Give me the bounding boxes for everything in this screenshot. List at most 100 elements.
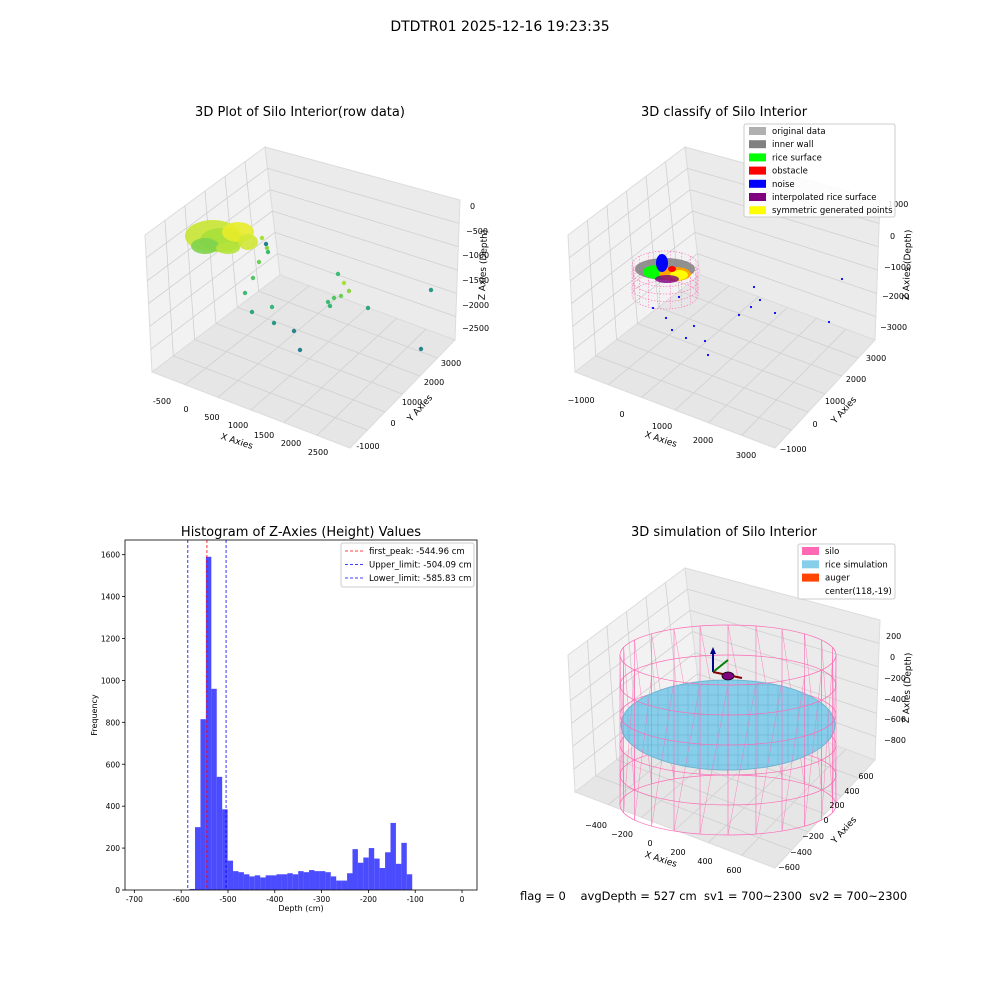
legend-label: inner wall [772,140,813,150]
histogram-bar [314,871,320,890]
x-tick-label: -400 [266,895,283,904]
noise-point [706,353,710,357]
grid-line [694,231,877,294]
arrow-head-z [710,647,716,654]
histogram-bar [200,719,206,890]
y-tick: 3000 [441,359,461,368]
grid-line [267,167,460,224]
silo-cylinder-classified [631,250,699,310]
y-tick-label: 1200 [101,635,120,644]
z-tick: −600 [884,715,906,724]
x-tick: 3000 [736,451,756,460]
axis-ticks-z: 1000 0 −1000 −2000 −3000 [880,200,911,332]
y-tick-label: 200 [106,844,121,853]
legend-swatch [749,179,766,188]
panel-raw-title: 3D Plot of Silo Interior(row data) [195,105,405,120]
data-point [291,328,297,334]
noise-point [737,313,741,317]
grid-lines [568,161,880,436]
x-tick: 500 [204,413,219,422]
data-point [259,235,265,241]
x-tick: −400 [585,821,607,830]
point-cluster [191,238,219,254]
histogram-bar [363,857,369,890]
grid-line [687,588,880,644]
y-tick: −200 [802,832,824,841]
histogram-bar [303,872,310,890]
silo-brace [651,680,675,827]
data-point [269,304,275,310]
noise-point [703,339,707,343]
silo-brace [699,684,729,835]
noise-point [752,285,756,289]
data-point [325,299,331,305]
plot-frame [124,539,478,891]
legend-swatch [802,560,819,569]
noise-point [758,298,762,302]
panel-histogram: Histogram of Z-Axies (Height) Values -70… [90,525,478,913]
x-tick-label: -100 [407,895,424,904]
legend-simulation: silo rice simulation auger center(118,-19) [797,543,896,600]
z-tick: −2500 [462,324,489,333]
y-tick-label: 0 [115,886,120,895]
grid-line [697,253,876,318]
x-tick: 400 [697,857,712,866]
axis-ticks-x: -500 0 500 1000 1500 2000 2500 [153,397,328,457]
grid-line [269,189,459,248]
x-tick: 2000 [693,436,713,445]
interpolated-rice [655,275,679,283]
y-tick: 2000 [846,375,866,384]
y-ticks: 0 200 400 600 800 1000 1200 1400 1600 [101,551,125,895]
x-tick: 0 [183,405,188,414]
legend-frame [743,123,896,218]
y-tick: 3000 [866,354,886,363]
histogram-bar [401,842,407,890]
axis-ticks-y: −1000 0 1000 2000 3000 [779,354,886,454]
x-tick: 600 [726,866,741,875]
noise-point [749,305,753,309]
x-axis-label: X Axies [643,430,678,450]
y-axis-label: Frequency [90,694,99,736]
x-tick: 1000 [228,421,248,430]
legend-label: silo [825,547,839,557]
silo-brace [727,683,757,836]
histogram-bar [406,874,413,890]
x-tick: 200 [670,848,685,857]
legend-swatch [749,166,766,175]
histogram-bar [325,872,331,890]
silo-brace [619,654,624,798]
grid-line [258,290,438,359]
histogram-bar [254,875,261,890]
legend-label: first_peak: -544.96 cm [369,547,465,557]
data-point [271,320,277,326]
x-tick: -500 [153,397,171,406]
auger-marker [721,671,735,681]
x-tick-label: -500 [219,895,236,904]
x-tick: 2500 [308,448,328,457]
histogram-bar [195,827,201,890]
histogram-bar [379,867,386,890]
z-tick: −400 [884,695,906,704]
y-tick-label: 800 [106,718,121,727]
histogram-bar [227,860,234,890]
histogram-bar [298,871,304,890]
y-tick-label: 600 [106,760,121,769]
histogram-bar [287,873,293,890]
legend-label: center(118,-19) [825,587,892,597]
x-axis-label: X Axies [219,432,254,452]
data-point [249,309,255,315]
histogram-bar [341,880,348,890]
y-tick-label: 1600 [101,551,120,560]
histogram-bar [319,871,326,890]
silo-brace [619,662,624,806]
histogram-bar [233,871,239,890]
data-point [335,271,341,277]
data-point [341,280,347,286]
legend-label: noise [772,180,795,190]
data-point [346,288,352,294]
grid-line [150,253,278,350]
legend-swatch [749,153,766,162]
y-tick: −400 [790,848,812,857]
x-tick: −1000 [567,396,594,405]
